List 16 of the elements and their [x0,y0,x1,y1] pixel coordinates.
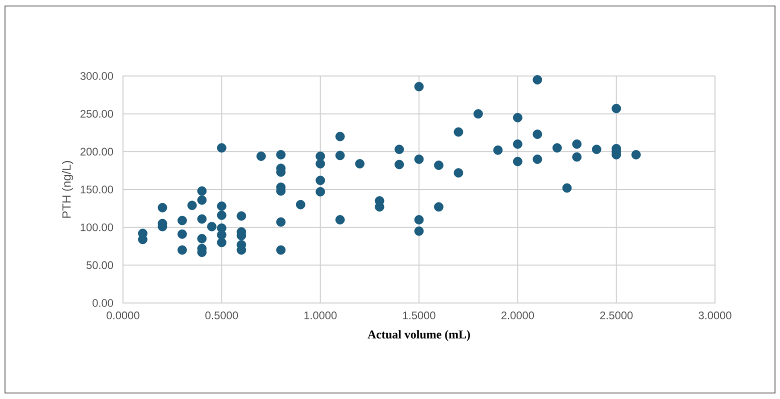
x-tick-label: 2.0000 [501,312,534,320]
x-tick-label: 1.5000 [403,312,436,320]
y-tick-label: 0.00 [92,299,114,307]
x-tick-label: 1.0000 [304,312,337,320]
x-tick-label: 0.5000 [205,312,238,320]
y-tick-label: 150.00 [80,186,114,194]
y-tick-label: 50.00 [86,261,114,270]
y-tick-label: 200.00 [80,148,114,156]
x-tick-label: 0.0000 [106,312,140,320]
x-tick-label: 3.0000 [698,312,732,320]
y-tick-label: 250.00 [80,110,114,118]
x-tick-label: 2.5000 [600,312,633,320]
y-axis-title: PTH (ng/L) [62,161,74,218]
y-tick-label: 100.00 [80,223,114,232]
y-tick-label: 300.00 [80,72,114,80]
x-axis-title: Actual volume (mL) [368,330,470,341]
